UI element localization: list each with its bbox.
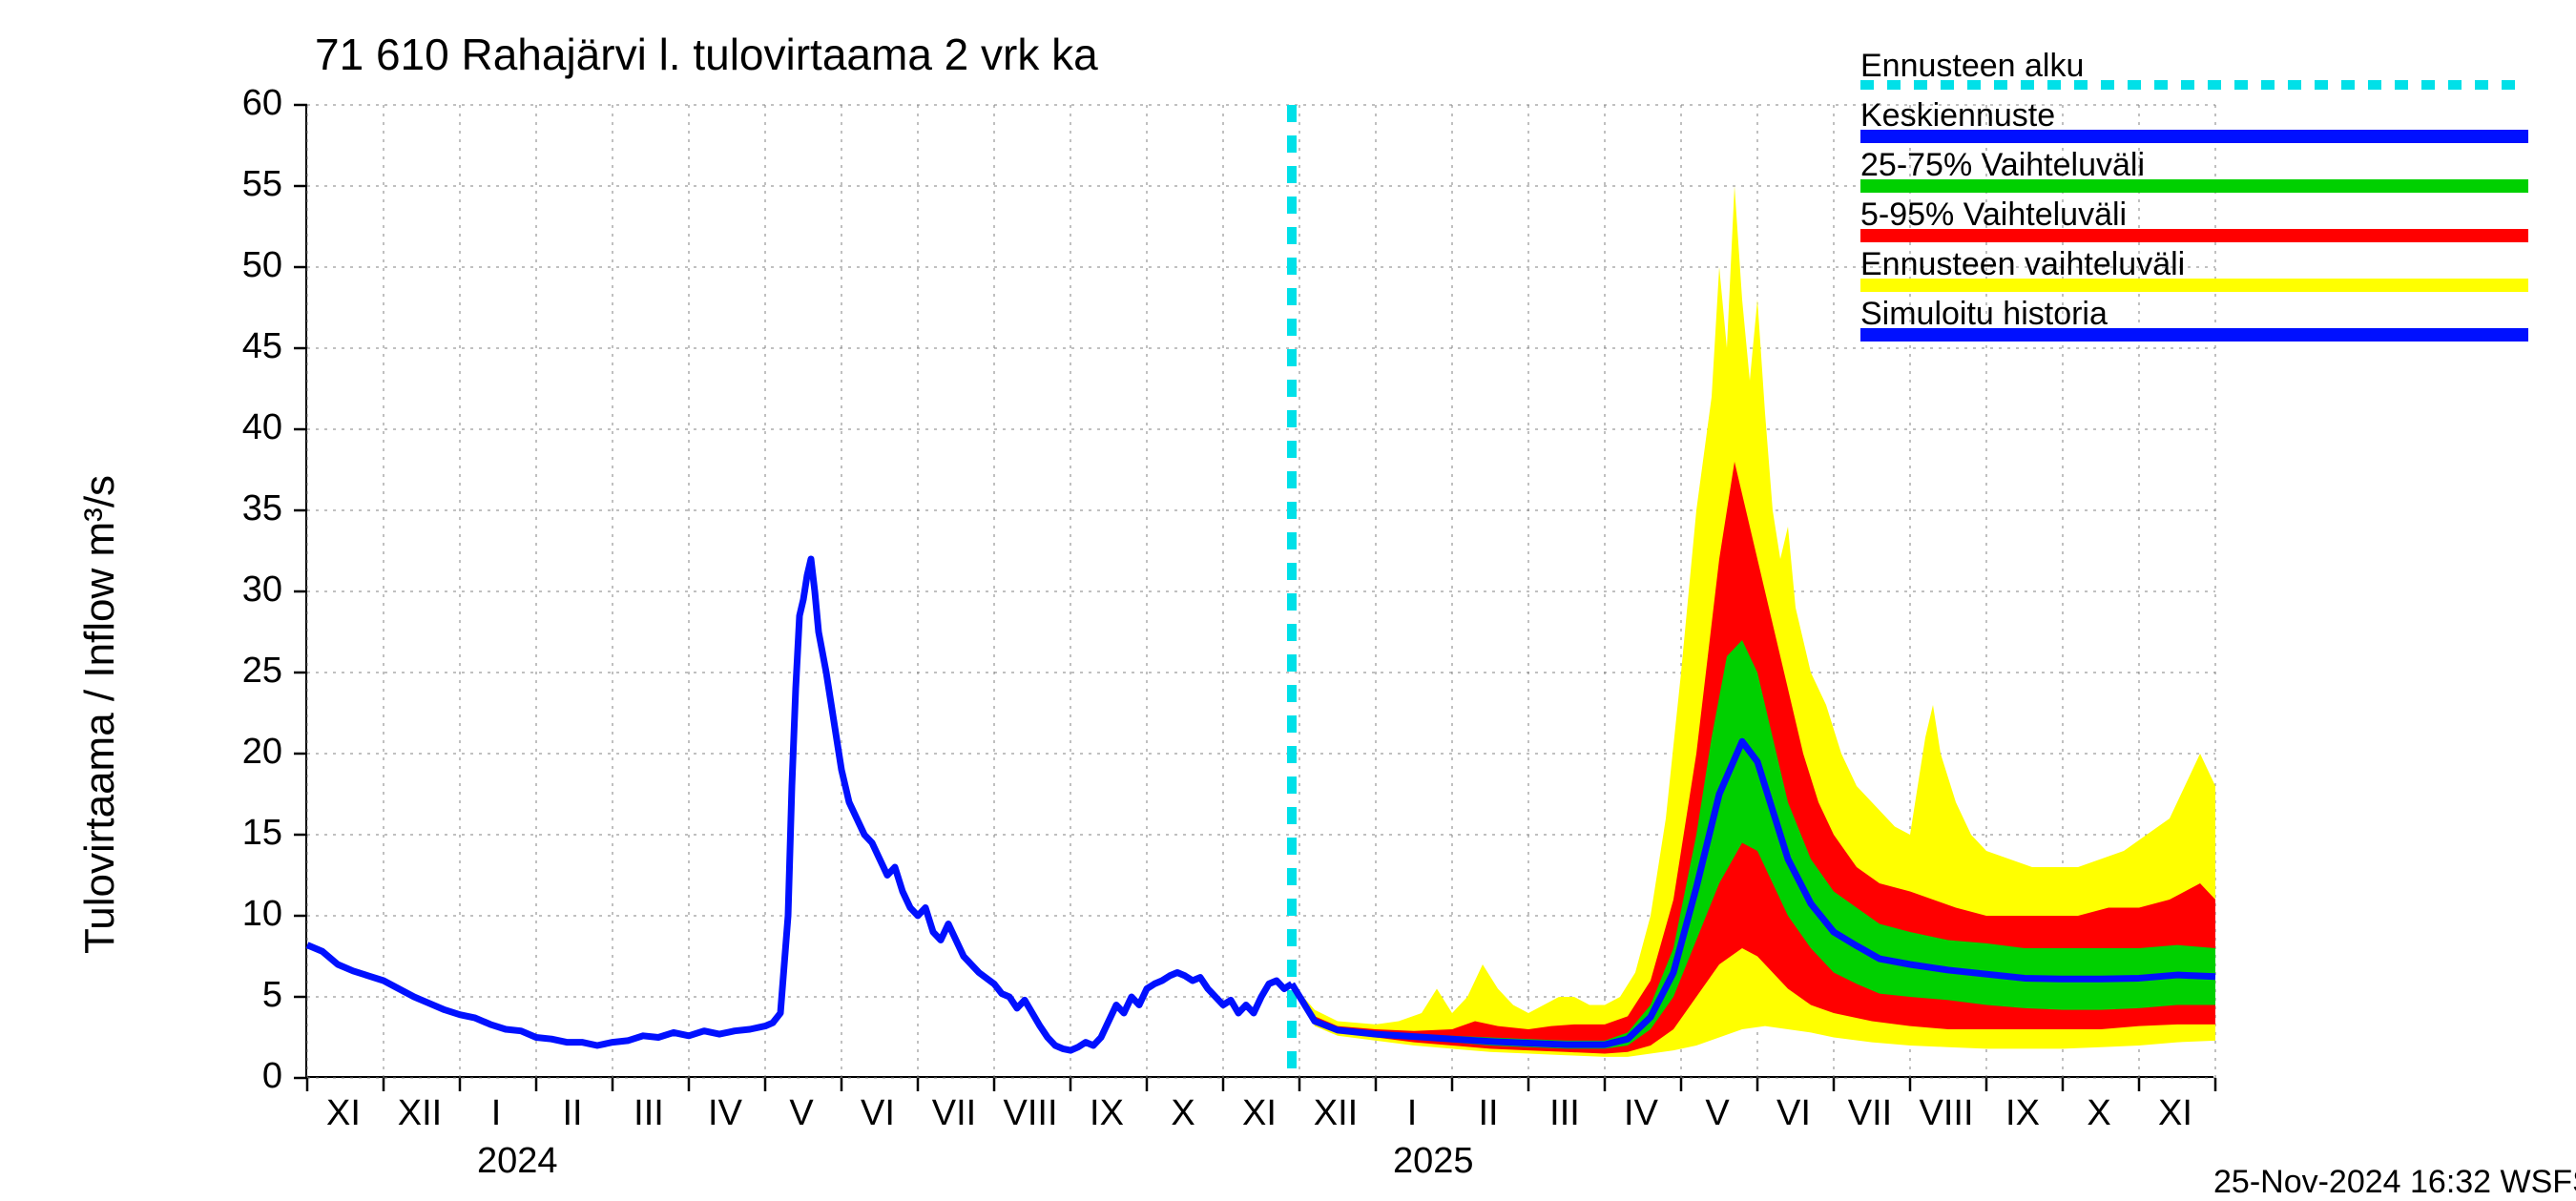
x-tick-label: II [544, 1093, 601, 1134]
x-tick-label: VI [1765, 1093, 1822, 1134]
x-tick-label: III [1536, 1093, 1593, 1134]
x-tick-label: I [1383, 1093, 1441, 1134]
x-tick-label: IX [1078, 1093, 1135, 1134]
legend-swatch [1860, 179, 2528, 193]
y-tick-label: 5 [262, 975, 282, 1016]
y-tick-label: 0 [262, 1056, 282, 1097]
y-tick-label: 10 [242, 894, 282, 935]
chart-container: 71 610 Rahajärvi l. tulovirtaama 2 vrk k… [0, 0, 2576, 1145]
x-tick-label: XII [1307, 1093, 1364, 1134]
y-tick-label: 50 [242, 245, 282, 286]
x-tick-label: XI [315, 1093, 372, 1134]
legend-swatch [1860, 80, 2528, 90]
legend-swatch [1860, 279, 2528, 292]
x-tick-label: V [773, 1093, 830, 1134]
y-axis-label: Tulovirtaama / Inflow m³/s [76, 475, 124, 954]
x-tick-label: III [620, 1093, 677, 1134]
y-tick-label: 55 [242, 164, 282, 205]
x-tick-label: IV [696, 1093, 754, 1134]
legend-item: Keskiennuste [1860, 97, 2528, 149]
x-tick-label: X [1154, 1093, 1212, 1134]
x-tick-label: V [1689, 1093, 1746, 1134]
x-tick-label: VI [849, 1093, 906, 1134]
history-line [307, 559, 1292, 1050]
x-tick-label: VII [1841, 1093, 1899, 1134]
y-tick-label: 15 [242, 813, 282, 854]
chart-title: 71 610 Rahajärvi l. tulovirtaama 2 vrk k… [315, 29, 1098, 80]
x-tick-label: IX [1994, 1093, 2051, 1134]
legend-item: Ennusteen alku [1860, 48, 2528, 99]
y-tick-label: 35 [242, 488, 282, 529]
legend-swatch [1860, 328, 2528, 342]
x-tick-label: XI [2147, 1093, 2204, 1134]
x-tick-label: II [1460, 1093, 1517, 1134]
legend-swatch [1860, 229, 2528, 242]
x-tick-label: XI [1231, 1093, 1288, 1134]
x-tick-label: IV [1612, 1093, 1670, 1134]
x-tick-label: VIII [1918, 1093, 1975, 1134]
footer-timestamp: 25-Nov-2024 16:32 WSFS-O [2213, 1164, 2576, 1201]
y-tick-label: 40 [242, 407, 282, 448]
year-label: 2024 [477, 1141, 558, 1182]
legend-item: Ennusteen vaihteluväli [1860, 246, 2528, 298]
legend-item: Simuloitu historia [1860, 296, 2528, 347]
legend-swatch [1860, 130, 2528, 143]
x-tick-label: XII [391, 1093, 448, 1134]
legend-item: 5-95% Vaihteluväli [1860, 197, 2528, 248]
y-tick-label: 30 [242, 569, 282, 611]
y-tick-label: 20 [242, 732, 282, 773]
legend-item: 25-75% Vaihteluväli [1860, 147, 2528, 198]
x-tick-label: VIII [1002, 1093, 1059, 1134]
year-label: 2025 [1393, 1141, 1474, 1182]
x-tick-label: X [2070, 1093, 2128, 1134]
y-tick-label: 25 [242, 651, 282, 692]
y-tick-label: 60 [242, 83, 282, 124]
x-tick-label: VII [925, 1093, 983, 1134]
x-tick-label: I [467, 1093, 525, 1134]
y-tick-label: 45 [242, 326, 282, 367]
